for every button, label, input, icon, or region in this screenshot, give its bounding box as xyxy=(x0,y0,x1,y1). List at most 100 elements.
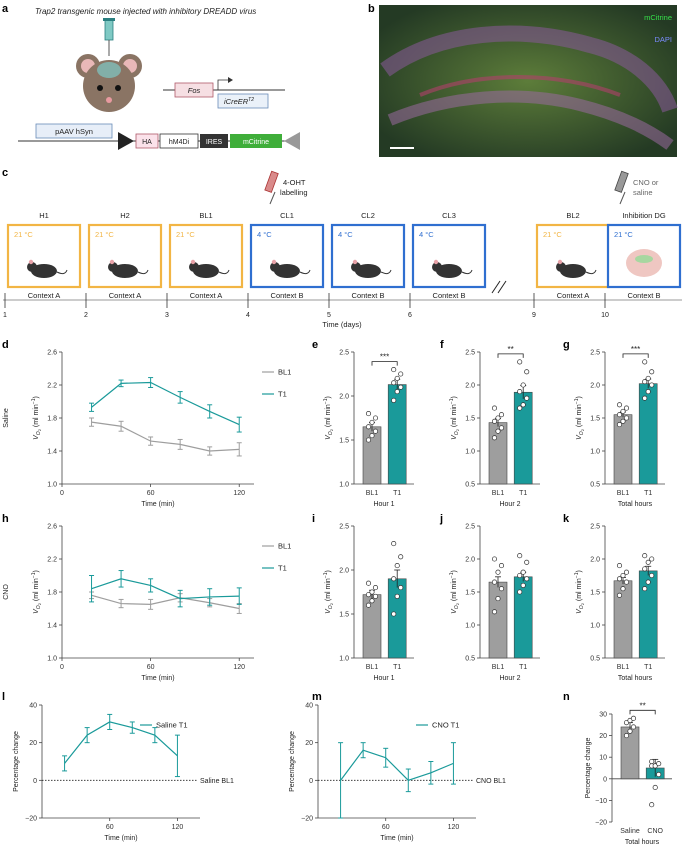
data-point xyxy=(623,569,630,575)
legend-label: CNO T1 xyxy=(432,721,459,730)
row-label: CNO xyxy=(3,584,10,600)
bar xyxy=(387,578,407,659)
session-context: Context A xyxy=(109,291,142,300)
x-axis-label: Hour 2 xyxy=(499,501,520,508)
data-point xyxy=(398,585,404,591)
y-tick-label: 1.5 xyxy=(339,438,349,445)
data-point xyxy=(369,589,375,595)
data-point xyxy=(517,405,523,411)
panel-c: 4-OHT labelling CNO or saline H1 21 °C Con… xyxy=(3,170,682,329)
data-point xyxy=(616,402,623,408)
significance-bracket xyxy=(497,353,524,358)
data-point xyxy=(517,389,523,395)
y-tick-label: −20 xyxy=(25,816,37,823)
data-point xyxy=(620,408,626,414)
y-tick-label: 2.5 xyxy=(465,524,475,531)
data-point xyxy=(372,593,379,599)
data-point xyxy=(365,424,372,430)
session-context: Context A xyxy=(28,291,61,300)
y-tick-label: 2.5 xyxy=(465,350,475,357)
brain-slice-icon xyxy=(626,249,662,277)
x-tick-label: 60 xyxy=(147,664,155,671)
legend-label: T1 xyxy=(278,390,287,399)
data-point xyxy=(645,389,651,395)
baseline-label: Saline BL1 xyxy=(200,778,234,785)
data-point xyxy=(394,593,400,599)
series-line-cno-t1 xyxy=(340,749,454,782)
significance-marker: *** xyxy=(631,345,640,354)
y-tick-label: 20 xyxy=(305,740,313,747)
data-point xyxy=(365,580,372,586)
data-point xyxy=(630,715,637,721)
category-label: BL1 xyxy=(492,490,505,497)
construct-ha-label: HA xyxy=(142,139,152,146)
data-point xyxy=(517,589,523,595)
data-point xyxy=(649,382,655,388)
micrograph-layer-upper xyxy=(380,25,678,113)
y-tick-label: 1.0 xyxy=(465,449,475,456)
y-tick-label: 2.0 xyxy=(590,383,600,390)
y-tick-label: 2.6 xyxy=(47,350,57,357)
data-point xyxy=(649,758,655,765)
data-point xyxy=(495,428,501,434)
construct-ires-label: IRES xyxy=(206,139,223,146)
session-context: Context B xyxy=(271,291,304,300)
session-name: H2 xyxy=(120,211,130,220)
x-axis-label: Total hours xyxy=(618,501,653,508)
data-point xyxy=(645,559,651,565)
x-axis-label: Time (min) xyxy=(380,835,413,842)
timeline-day: 1 xyxy=(3,312,7,319)
data-point xyxy=(524,395,530,401)
panel-a: Trap2 transgenic mouse injected with inh… xyxy=(18,7,300,150)
construct-ires-box xyxy=(200,134,228,148)
data-point xyxy=(398,384,404,390)
y-tick-label: 1.5 xyxy=(465,590,475,597)
y-tick-label: 1.0 xyxy=(47,656,57,663)
data-point xyxy=(649,572,655,579)
y-tick-label: 1.0 xyxy=(590,449,600,456)
y-tick-label: 1.5 xyxy=(339,612,349,619)
y-tick-label: 1.5 xyxy=(590,416,600,423)
legend-dapi: DAPI xyxy=(654,35,672,44)
data-point xyxy=(627,728,633,734)
data-point xyxy=(645,579,651,585)
chart-m: −20 0 20 40 60 120 Time (min) Percentage change… xyxy=(289,703,506,843)
panel-label-g: g xyxy=(563,339,570,351)
timeline-break-1 xyxy=(491,280,501,294)
session-context: Context A xyxy=(557,291,590,300)
data-point xyxy=(524,576,530,582)
y-tick-label: 2.2 xyxy=(47,557,57,564)
timeline-axis-label: Time (days) xyxy=(322,320,362,329)
panel-a-title: Trap2 transgenic mouse injected with inh… xyxy=(35,7,256,16)
labelling-line1: 4-OHT xyxy=(283,178,306,187)
y-axis-label: VO2 (ml min−1) xyxy=(31,396,42,440)
data-point xyxy=(620,586,626,592)
mouse-icon xyxy=(556,259,597,278)
panel-label-f: f xyxy=(440,339,444,351)
y-tick-label: −10 xyxy=(595,798,607,805)
data-point xyxy=(491,418,498,424)
session-temp: 4 °C xyxy=(338,230,353,239)
session-temp: 21 °C xyxy=(543,230,562,239)
data-point xyxy=(365,437,372,443)
data-point xyxy=(623,733,630,739)
y-tick-label: 0.5 xyxy=(465,482,475,489)
x-axis-label: Hour 2 xyxy=(499,675,520,682)
data-point xyxy=(642,586,648,592)
data-point xyxy=(642,553,648,559)
panel-label-i: i xyxy=(312,513,315,525)
syringe-cno-icon xyxy=(614,170,629,205)
session-boxes: H1 21 °C Context A 1 H2 21 °C Context A 2 BL1 21 … xyxy=(3,211,682,319)
y-tick-label: 1.0 xyxy=(339,482,349,489)
y-tick-label: 1.5 xyxy=(465,416,475,423)
y-tick-label: 2.0 xyxy=(590,557,600,564)
y-axis-label: VO2 (ml min−1) xyxy=(574,396,585,440)
legend-label: Saline T1 xyxy=(156,721,188,730)
chart-f: 0.5 1.0 1.5 2.0 2.5 BL1 T1 Hour 2 VO2 (ml min−1)… xyxy=(449,345,540,508)
bar xyxy=(613,414,633,485)
legend-label: BL1 xyxy=(278,542,291,551)
mouse-head-icon xyxy=(76,54,142,112)
data-point xyxy=(623,405,630,411)
category-label: T1 xyxy=(519,664,527,671)
significance-bracket xyxy=(622,353,649,358)
